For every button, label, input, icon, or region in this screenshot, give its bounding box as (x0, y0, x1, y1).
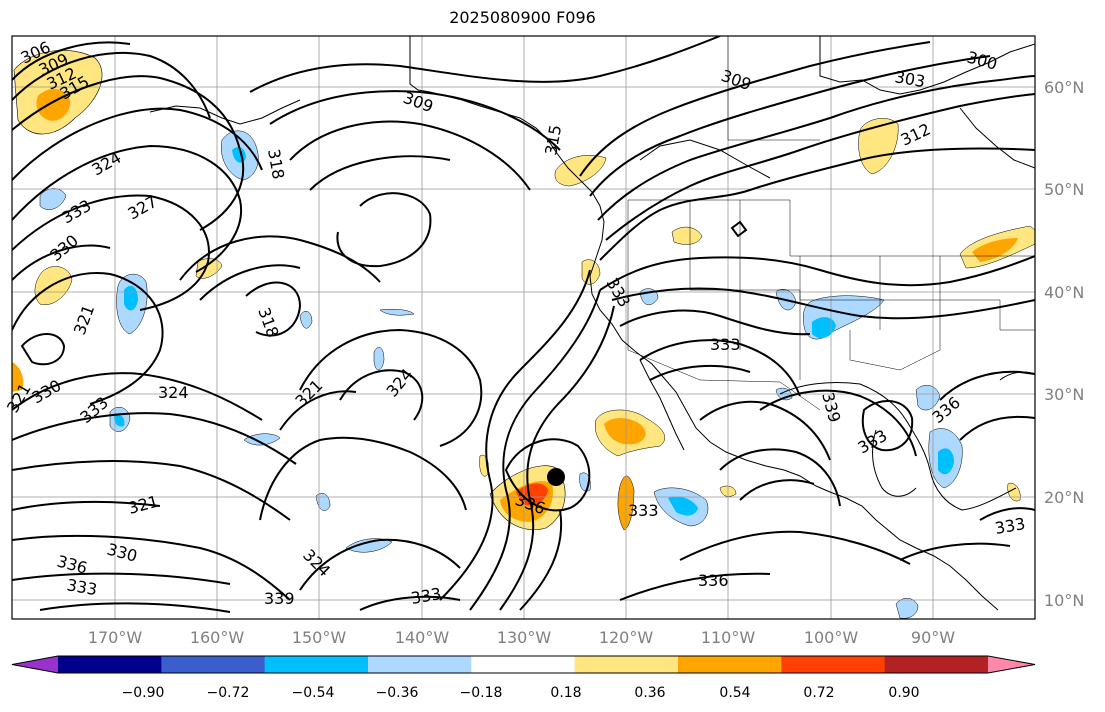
positive-anomaly-region (554, 155, 607, 187)
colorbar-segment (781, 656, 886, 673)
colorbar-tick-label: −0.72 (207, 685, 250, 701)
positive-anomaly-region (12, 362, 24, 392)
colorbar-outline (11, 655, 1036, 674)
negative-anomaly-region (668, 496, 698, 516)
colorbar-segment (58, 656, 162, 673)
negative-anomaly-region (915, 384, 941, 411)
colorbar-tick-label: 0.36 (634, 685, 665, 701)
contour-label: 339 (264, 589, 295, 608)
colorbar-tick-label: 0.18 (550, 685, 581, 701)
positive-anomaly-region (858, 118, 899, 175)
lat-tick-label: 20°N (1044, 488, 1084, 507)
negative-anomaly-region (812, 317, 836, 339)
longitude-ticks: 170°W 160°W 150°W 140°W 130°W 120°W 110°… (88, 628, 955, 647)
colorbar-segment (884, 656, 989, 673)
negative-anomaly-region (895, 598, 919, 619)
lon-tick-label: 170°W (88, 628, 143, 647)
positive-anomaly-region (604, 418, 646, 445)
colorbar-extend-high (988, 656, 1035, 673)
colorbar-segment (368, 656, 472, 673)
lon-tick-label: 110°W (701, 628, 756, 647)
colorbar (11, 655, 1036, 674)
colorbar-segment (574, 656, 679, 673)
contour-label: 336 (698, 571, 729, 590)
lon-tick-label: 90°W (911, 628, 955, 647)
graticule (12, 36, 1035, 619)
height-contours (12, 36, 1035, 613)
positive-anomaly-region (671, 226, 703, 245)
latitude-ticks: 60°N 50°N 40°N 30°N 20°N 10°N (1044, 78, 1084, 610)
colorbar-segment (161, 656, 266, 673)
negative-anomaly-region (345, 538, 393, 553)
lat-tick-label: 10°N (1044, 591, 1084, 610)
map-title: 2025080900 F096 (449, 8, 596, 27)
negative-anomaly-region (379, 308, 415, 316)
coastlines (149, 36, 1035, 611)
colorbar-tick-label: −0.90 (122, 685, 165, 701)
colorbar-tick-label: −0.18 (460, 685, 503, 701)
lon-tick-label: 160°W (190, 628, 245, 647)
colorbar-segment (471, 656, 576, 673)
colorbar-segment (678, 656, 782, 673)
lon-tick-label: 150°W (292, 628, 347, 647)
map-frame (11, 35, 1036, 620)
lon-tick-label: 130°W (497, 628, 552, 647)
colorbar-ticks: −0.90 −0.72 −0.54 −0.36 −0.18 0.18 0.36 … (122, 685, 920, 701)
lat-tick-label: 40°N (1044, 283, 1084, 302)
negative-anomaly-region (938, 448, 954, 475)
negative-anomaly-region (373, 347, 385, 371)
negative-anomaly-region (114, 414, 125, 427)
colorbar-tick-label: −0.36 (376, 685, 419, 701)
colorbar-segment (264, 656, 369, 673)
negative-anomaly-region (39, 188, 67, 210)
colorbar-tick-label: 0.72 (803, 685, 834, 701)
state-borders (410, 36, 1035, 411)
lat-tick-label: 30°N (1044, 385, 1084, 404)
contour-label: 333 (628, 501, 659, 520)
positive-anomaly-region (1007, 482, 1021, 502)
colorbar-tick-label: 0.90 (888, 685, 919, 701)
lat-tick-label: 60°N (1044, 78, 1084, 97)
positive-anomaly-region (34, 266, 73, 306)
colorbar-tick-label: 0.54 (719, 685, 750, 701)
lon-tick-label: 100°W (804, 628, 859, 647)
contour-label: 324 (158, 383, 189, 402)
colorbar-tick-label: −0.54 (292, 685, 335, 701)
negative-anomaly-region (243, 433, 281, 446)
lon-tick-label: 140°W (395, 628, 450, 647)
lon-tick-label: 120°W (599, 628, 654, 647)
storm-center-marker (547, 468, 565, 486)
contour-label: 333 (710, 335, 741, 354)
map-layers (12, 36, 1035, 619)
colorbar-extend-low (12, 656, 58, 673)
lat-tick-label: 50°N (1044, 180, 1084, 199)
negative-anomaly-region (299, 310, 313, 329)
